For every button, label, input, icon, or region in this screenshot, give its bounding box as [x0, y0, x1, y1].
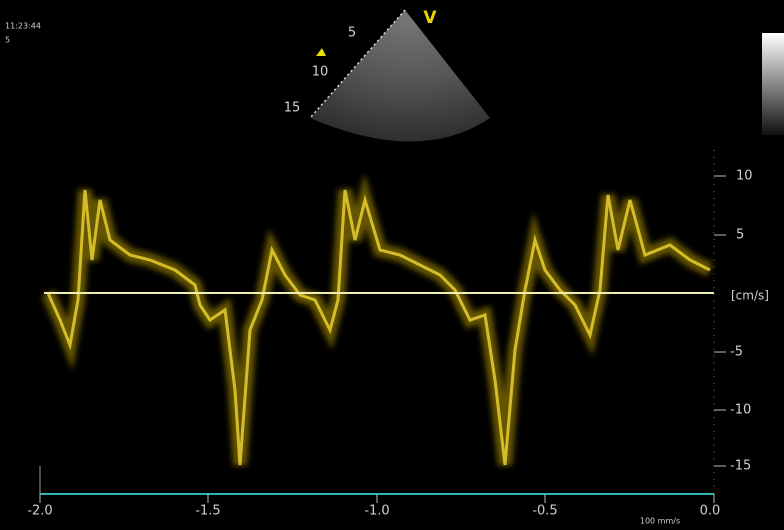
velocity-unit: [cm/s]	[731, 289, 769, 303]
depth-label: 15	[284, 101, 301, 116]
depth-label: 10	[312, 65, 329, 80]
velocity-tick-label: -5	[730, 345, 743, 360]
time-tick-label: -0.5	[532, 504, 557, 519]
clock: 11:23:44	[5, 22, 41, 31]
frame-index: 5	[5, 36, 10, 45]
page: 11:23:44 5 5 10 15 V 10 5 [cm/s] -5 -10 …	[0, 0, 784, 526]
time-tick-label: -1.5	[195, 504, 220, 519]
doppler-screen: 11:23:44 5 5 10 15 V 10 5 [cm/s] -5 -10 …	[0, 0, 784, 526]
time-tick-label: 0.0	[700, 504, 721, 519]
velocity-tick-label: -10	[730, 403, 751, 418]
gray-bar	[762, 33, 784, 135]
velocity-tick-label: 5	[736, 228, 744, 243]
time-tick-label: -1.0	[364, 504, 389, 519]
velocity-tick-label: 10	[736, 169, 753, 184]
mode-label: V	[423, 8, 437, 28]
depth-label: 5	[348, 26, 356, 41]
velocity-tick-label: -15	[730, 459, 751, 474]
time-tick-label: -2.0	[27, 504, 52, 519]
sweep-speed: 100 mm/s	[640, 517, 680, 526]
